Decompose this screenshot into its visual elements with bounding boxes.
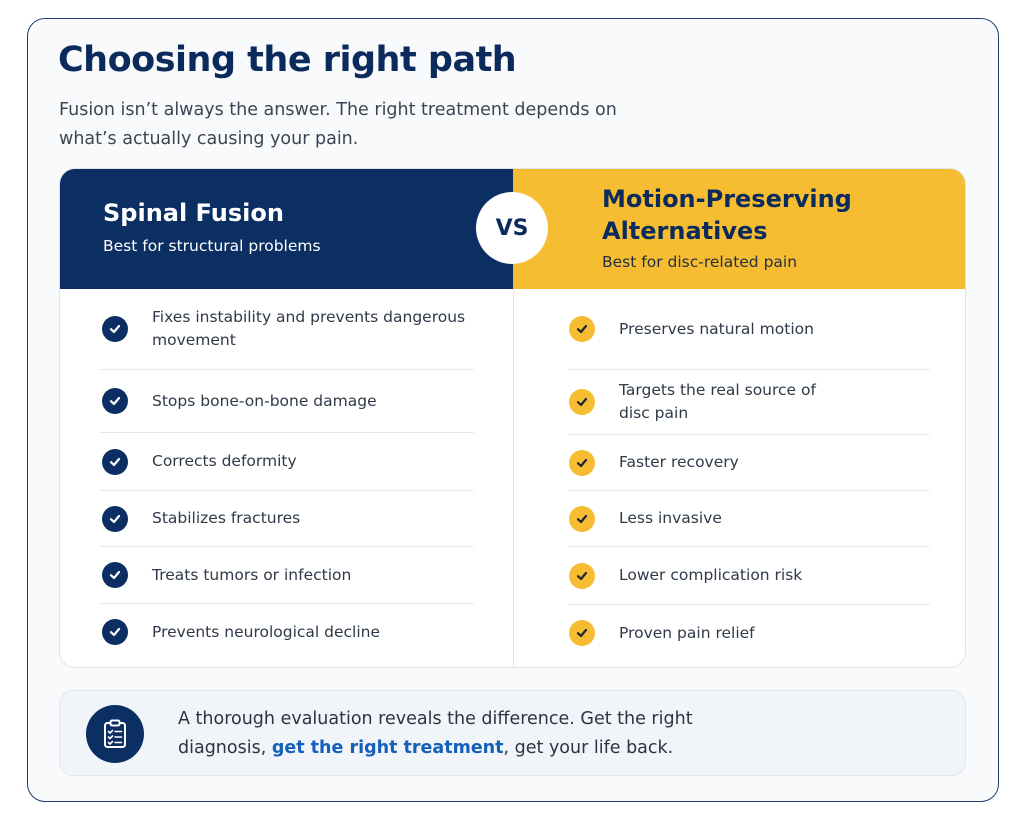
page-subtitle: Fusion isn’t always the answer. The righ…	[59, 100, 617, 149]
alternatives-title: Motion-Preserving Alternatives	[602, 185, 852, 245]
list-item-text: Less invasive	[619, 509, 722, 527]
check-icon	[102, 562, 128, 588]
list-item: Lower complication risk	[568, 547, 930, 605]
check-icon	[569, 562, 595, 589]
list-item: Targets the real source of disc pain	[568, 370, 930, 435]
list-item: Less invasive	[568, 491, 930, 547]
list-item: Corrects deformity	[100, 433, 474, 491]
alternatives-list: Preserves natural motion Targets the rea…	[568, 289, 930, 661]
list-item-text: Stabilizes fractures	[152, 509, 301, 527]
evaluation-note-text: A thorough evaluation reveals the differ…	[178, 705, 738, 763]
list-item: Treats tumors or infection	[100, 547, 474, 604]
check-icon	[569, 449, 595, 476]
alternatives-subtitle: Best for disc-related pain	[602, 253, 798, 271]
alternatives-header: Motion-Preserving Alternatives Best for …	[513, 169, 965, 289]
list-item: Stabilizes fractures	[100, 491, 474, 547]
note-text-start: A thorough evaluation reveals the differ…	[178, 709, 693, 758]
check-icon	[102, 388, 128, 414]
check-icon	[569, 505, 595, 532]
check-icon	[102, 505, 128, 532]
right-treatment-link[interactable]: get the right treatment	[271, 738, 504, 758]
spinal-fusion-title: Spinal Fusion	[103, 199, 284, 227]
note-text-end: , get your life back.	[503, 738, 674, 758]
list-item-text: Corrects deformity	[152, 452, 297, 470]
list-item-text: Lower complication risk	[619, 566, 803, 584]
list-item: Stops bone-on-bone damage	[100, 370, 474, 433]
check-icon	[569, 620, 595, 646]
list-item-text: Proven pain relief	[619, 623, 755, 642]
check-icon	[569, 389, 595, 415]
list-item-text: Targets the real source of disc pain	[619, 381, 816, 422]
page-title: Choosing the right path	[58, 40, 517, 80]
check-icon	[102, 448, 128, 475]
list-item-text: Stops bone-on-bone damage	[152, 391, 377, 410]
vs-badge: VS	[476, 192, 548, 264]
list-item-text: Preserves natural motion	[619, 319, 814, 338]
spinal-fusion-list: Fixes instability and prevents dangerous…	[100, 289, 474, 660]
check-icon	[569, 316, 595, 342]
check-icon	[102, 619, 128, 645]
check-icon	[102, 316, 128, 342]
list-item: Preserves natural motion	[568, 289, 930, 370]
list-item-text: Prevents neurological decline	[152, 622, 381, 641]
clipboard-checklist-icon	[86, 705, 144, 763]
spinal-fusion-subtitle: Best for structural problems	[103, 237, 321, 255]
list-item: Proven pain relief	[568, 605, 930, 661]
spinal-fusion-header: Spinal Fusion Best for structural proble…	[60, 169, 513, 289]
list-item-text: Treats tumors or infection	[152, 565, 352, 584]
evaluation-note: A thorough evaluation reveals the differ…	[59, 690, 966, 776]
list-item-text: Faster recovery	[619, 453, 739, 471]
column-divider	[513, 289, 514, 667]
list-item-text: Fixes instability and prevents dangerous…	[152, 308, 466, 349]
list-item: Faster recovery	[568, 435, 930, 491]
list-item: Prevents neurological decline	[100, 604, 474, 660]
list-item: Fixes instability and prevents dangerous…	[100, 289, 474, 370]
